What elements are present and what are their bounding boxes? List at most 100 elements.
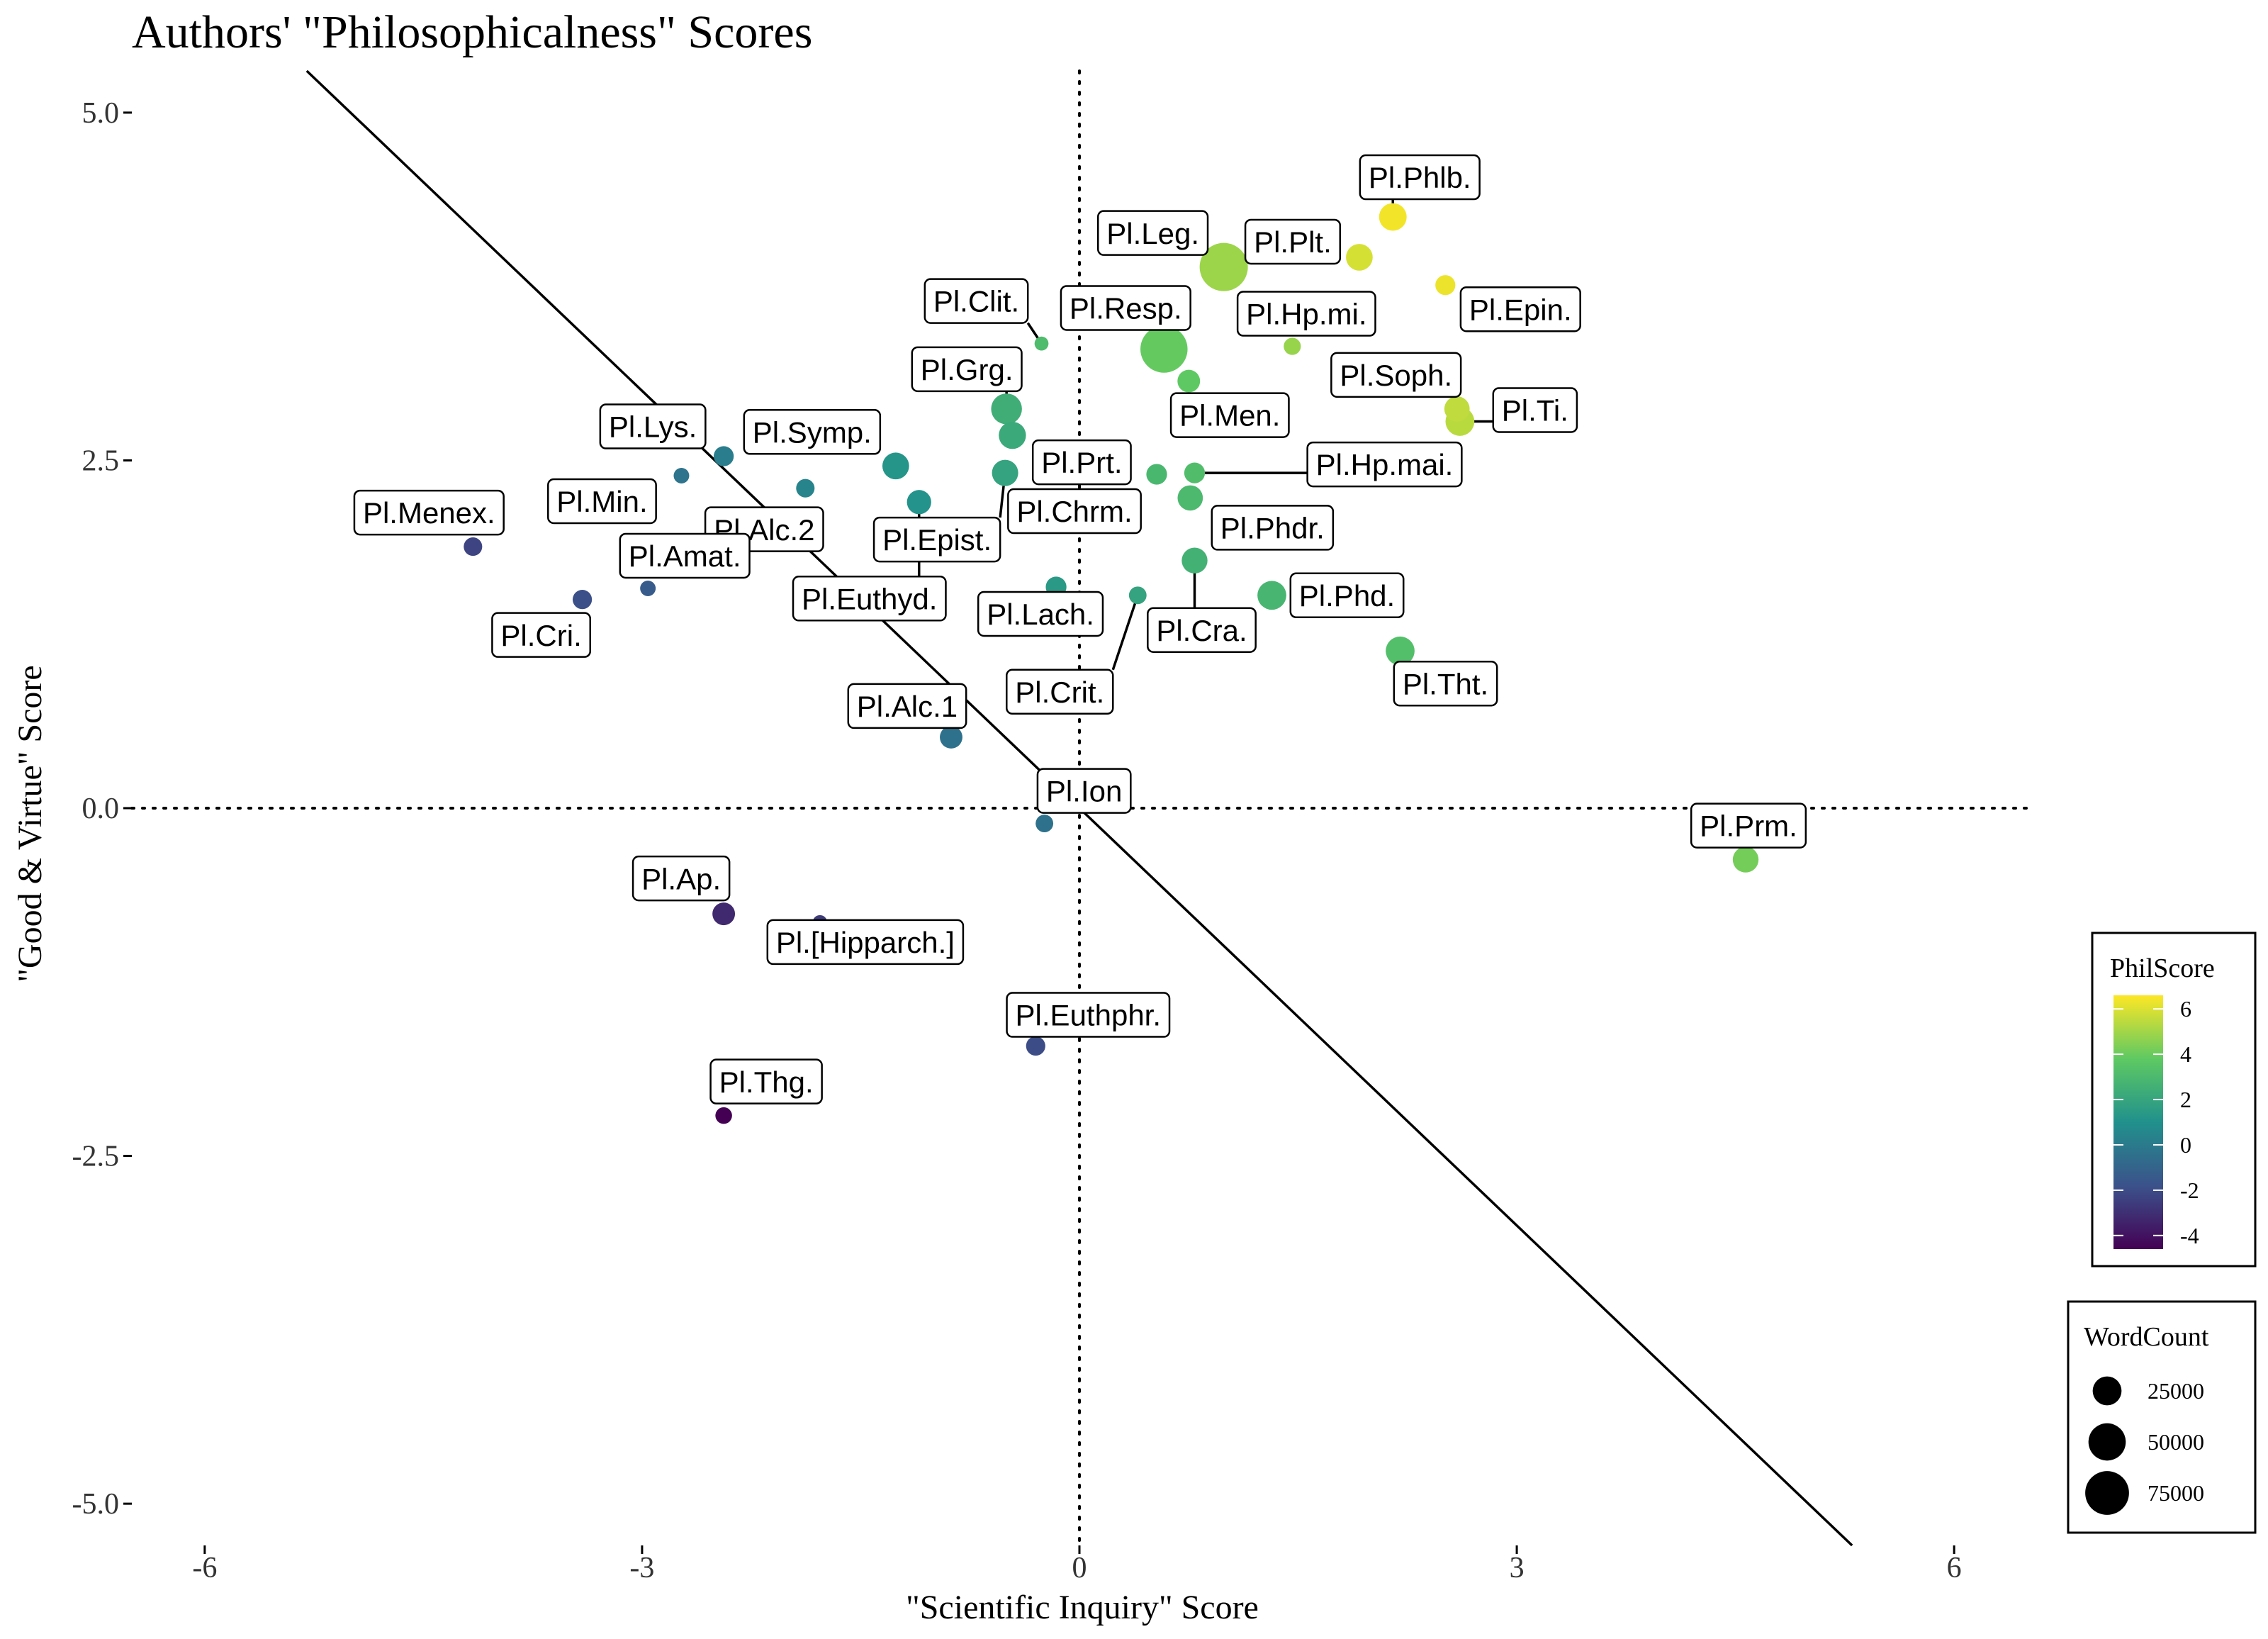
axes: 5.0 2.5 0.0 -2.5 -5.0 -6 -3 0 3 6 [72, 97, 1962, 1584]
data-label-text: Pl.Phd. [1299, 579, 1395, 612]
data-label-text: Pl.Ion [1046, 775, 1122, 808]
data-label-box [847, 683, 967, 729]
data-point [1435, 275, 1456, 296]
data-label-text: Pl.Euthyd. [802, 582, 937, 615]
leader-line [1111, 595, 1139, 671]
data-label-box [1459, 286, 1581, 332]
colorbar-tick-label: -4 [2180, 1223, 2199, 1248]
data-label-box [1289, 572, 1405, 619]
data-label: Pl.Phd. [1289, 572, 1405, 619]
data-label-text: Pl.Hp.mi. [1246, 298, 1366, 331]
data-label: Pl.Epist. [872, 516, 1001, 563]
data-point [1732, 846, 1759, 873]
data-label-box [872, 516, 1001, 563]
x-tick-label: 0 [1072, 1552, 1087, 1584]
philscore-legend-ticks: 6 4 2 0 -2 -4 [2113, 996, 2199, 1248]
data-point [673, 468, 690, 483]
data-label-box [1393, 661, 1498, 707]
y-axis-label: "Good & Virtue" Score [11, 665, 49, 982]
data-label-text: Pl.Amat. [629, 539, 741, 573]
x-tick-label: 6 [1947, 1552, 1962, 1584]
data-label-text: Pl.Men. [1179, 399, 1280, 432]
data-label-text: Pl.Phlb. [1369, 161, 1471, 194]
data-label-box [1006, 669, 1114, 715]
data-label: Pl.Prt. [1031, 439, 1132, 486]
data-label-box [1097, 210, 1209, 256]
data-point [1177, 369, 1201, 393]
data-label: Pl.Epin. [1459, 286, 1581, 332]
data-label: Pl.Alc.1 [847, 683, 967, 729]
philscore-legend: PhilScore 6 4 2 0 -2 -4 [2091, 932, 2257, 1268]
data-label-text: Pl.Menex. [363, 496, 495, 530]
data-label: Pl.Men. [1169, 392, 1290, 438]
data-label-text: Pl.Alc.1 [857, 690, 958, 723]
y-tick-label: 2.5 [82, 444, 120, 477]
data-point [940, 725, 962, 749]
data-point [1346, 244, 1373, 271]
data-label-text: Pl.Prm. [1700, 810, 1797, 843]
data-label: Pl.Euthyd. [792, 576, 947, 622]
data-label-text: Pl.Plt. [1254, 225, 1332, 259]
data-label-text: Pl.Epin. [1469, 293, 1572, 326]
data-label: Pl.Euthphr. [1006, 992, 1171, 1038]
y-tick-label: -2.5 [72, 1141, 120, 1173]
data-point [796, 479, 815, 498]
data-label: Pl.Soph. [1330, 352, 1462, 398]
data-label: Pl.Min. [547, 478, 657, 525]
data-label: Pl.Hp.mi. [1236, 291, 1376, 337]
data-point [991, 393, 1022, 425]
wordcount-legend-dot [2085, 1471, 2129, 1515]
data-label-text: Pl.Cri. [500, 619, 581, 652]
data-label: Pl.Ap. [631, 855, 731, 902]
data-point [1199, 242, 1248, 291]
x-axis-label: "Scientific Inquiry" Score [906, 1589, 1259, 1626]
data-label: Pl.Tht. [1393, 661, 1498, 707]
data-point [1026, 1036, 1045, 1056]
wordcount-legend-label: 75000 [2148, 1480, 2204, 1506]
data-label-box [1036, 768, 1132, 814]
data-label-text: Pl.Ap. [641, 862, 721, 895]
data-point [640, 580, 656, 596]
data-label-text: Pl.Symp. [753, 415, 872, 449]
data-label: Pl.Clit. [924, 278, 1029, 324]
data-label-box [619, 532, 751, 579]
data-label-text: Pl.Euthphr. [1016, 999, 1161, 1032]
chart-title: Authors' "Philosophicalness" Scores [132, 6, 812, 58]
data-label: Pl.Symp. [743, 409, 882, 455]
y-tick-label: 5.0 [82, 97, 120, 130]
y-tick-label: -5.0 [72, 1488, 120, 1521]
data-label-text: Pl.Clit. [933, 285, 1019, 318]
data-label-text: Pl.Min. [556, 485, 647, 518]
data-label-box [1169, 392, 1290, 438]
data-point [1386, 636, 1415, 666]
data-label: Pl.Chrm. [1007, 488, 1142, 535]
data-label-box [924, 278, 1029, 324]
data-label: Pl.[Hipparch.] [766, 919, 965, 966]
data-label-box [1492, 387, 1578, 433]
data-label-text: Pl.Thg. [719, 1065, 814, 1099]
data-label-box [709, 1058, 823, 1104]
data-point [713, 446, 734, 466]
data-label-text: Pl.Chrm. [1016, 495, 1132, 528]
data-label-text: Pl.Ti. [1502, 394, 1568, 427]
data-label: Pl.Lys. [599, 403, 707, 449]
data-label-text: Pl.Cra. [1156, 614, 1247, 647]
data-label: Pl.Plt. [1244, 218, 1342, 265]
data-label-box [911, 346, 1023, 393]
data-labels: Pl.Phlb. Pl.Plt. Pl.Leg. Pl.Epin. Pl.Hp.mi. P… [353, 154, 1807, 1104]
data-label-box [792, 576, 947, 622]
x-tick-label: -6 [192, 1552, 217, 1584]
data-label-box [977, 591, 1104, 637]
wordcount-legend-title: WordCount [2084, 1322, 2209, 1352]
data-point [1184, 462, 1206, 483]
data-label-box [1359, 154, 1481, 201]
data-label: Pl.Grg. [911, 346, 1023, 393]
data-label-text: Pl.Crit. [1015, 676, 1104, 709]
data-label-text: Pl.[Hipparch.] [776, 926, 955, 959]
data-label: Pl.Phdr. [1211, 505, 1335, 551]
data-label-box [1236, 291, 1376, 337]
data-point [1177, 485, 1203, 511]
data-label-box [1060, 285, 1191, 331]
data-point [1146, 464, 1167, 485]
